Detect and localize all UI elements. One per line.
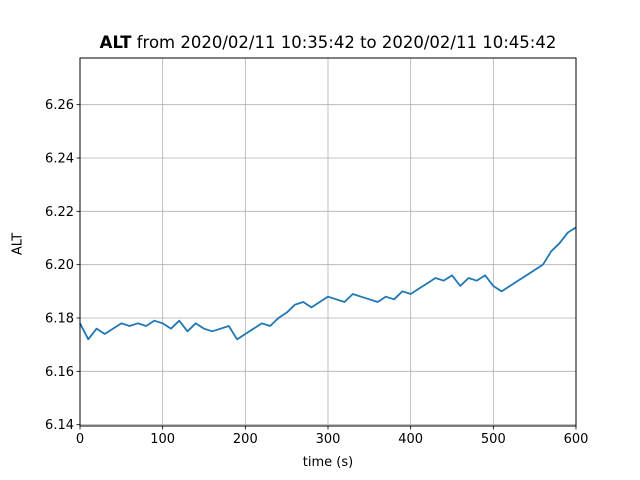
y-tick-label: 6.14 bbox=[45, 418, 74, 433]
x-tick-label: 600 bbox=[564, 432, 589, 447]
series-group bbox=[79, 226, 577, 341]
y-tick-label: 6.18 bbox=[45, 312, 74, 327]
x-tick-label: 100 bbox=[150, 432, 175, 447]
chart-title-rest: from 2020/02/11 10:35:42 to 2020/02/11 1… bbox=[131, 33, 557, 52]
grid-lines bbox=[79, 58, 577, 426]
y-tick-label: 6.16 bbox=[45, 365, 74, 380]
y-tick-label: 6.20 bbox=[45, 258, 74, 273]
y-tick-label: 6.26 bbox=[45, 98, 74, 113]
series-line bbox=[79, 226, 577, 341]
y-axis-label: ALT bbox=[10, 232, 26, 256]
x-tick-label: 400 bbox=[398, 432, 423, 447]
x-tick-label: 200 bbox=[233, 432, 258, 447]
chart-title-bold: ALT bbox=[99, 33, 132, 52]
x-tick-label: 0 bbox=[76, 432, 84, 447]
x-tick-label: 300 bbox=[316, 432, 341, 447]
axis-ticks: 0 100 200 300 400 500 600 6.14 6.16 6.18 6.20 6.22 6… bbox=[45, 98, 588, 447]
chart-title: ALT from 2020/02/11 10:35:42 to 2020/02/… bbox=[80, 33, 576, 52]
y-tick-label: 6.22 bbox=[45, 205, 74, 220]
y-tick-label: 6.24 bbox=[45, 152, 74, 167]
x-axis-label: time (s) bbox=[302, 455, 354, 470]
x-tick-label: 500 bbox=[481, 432, 506, 447]
